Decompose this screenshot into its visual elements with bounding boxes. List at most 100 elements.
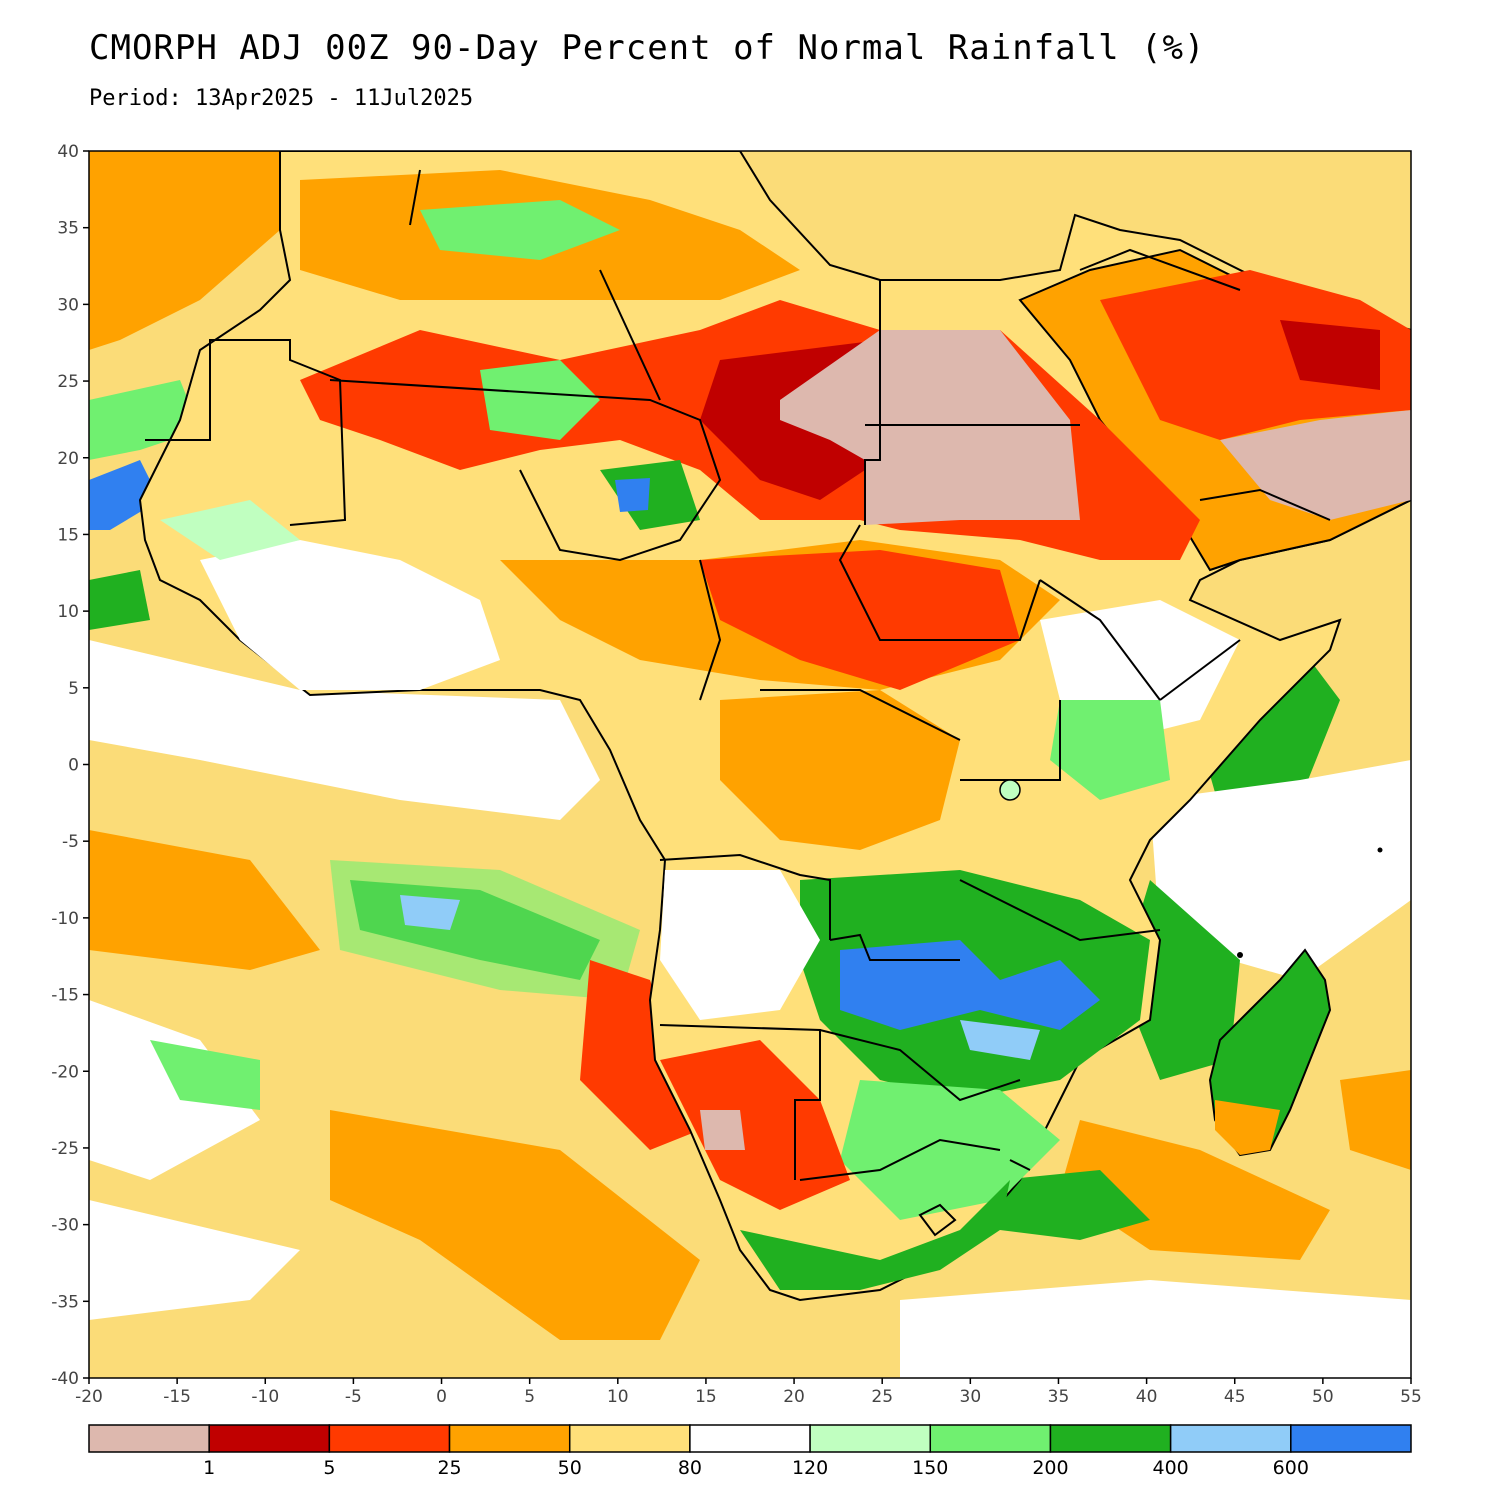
legend-swatch [328, 1424, 451, 1453]
legend-label: 25 [437, 1457, 461, 1479]
lat-tick-label: 25 [57, 372, 79, 392]
legend-label: 120 [792, 1457, 828, 1479]
lon-tick-label: 30 [960, 1387, 982, 1407]
legend-label: 200 [1032, 1457, 1068, 1479]
lon-tick-label: -5 [345, 1387, 362, 1407]
madagascar-south-orange [1215, 1100, 1280, 1155]
legend-label: 5 [323, 1457, 335, 1479]
west-africa-white [200, 540, 500, 690]
legend-label: 80 [678, 1457, 702, 1479]
legend-swatch [448, 1424, 571, 1453]
ocean-patch-southeast-green [1000, 1170, 1150, 1240]
congo-orange [720, 690, 960, 850]
ocean-patch-senegal-blue [89, 460, 160, 530]
lat-tick-label: 40 [57, 142, 79, 162]
southern-africa-sky [960, 1020, 1040, 1060]
lon-tick-label: -15 [163, 1387, 191, 1407]
lon-tick-label: 55 [1400, 1387, 1422, 1407]
lat-tick-label: -35 [51, 1292, 79, 1312]
ocean-patch-south-orange [330, 1110, 700, 1340]
lon-tick-label: 0 [436, 1387, 447, 1407]
ocean-patch-canary-green [89, 380, 200, 460]
legend-label: 600 [1273, 1457, 1309, 1479]
lon-tick-label: 10 [607, 1387, 629, 1407]
lon-tick-label: 50 [1312, 1387, 1334, 1407]
legend-label: 50 [558, 1457, 582, 1479]
lat-tick-label: 10 [57, 602, 79, 622]
ocean-patch-indian-green [1200, 660, 1340, 810]
ocean-patch-southwest-orange [89, 830, 320, 970]
lon-tick-label: 25 [871, 1387, 893, 1407]
legend-label: 150 [912, 1457, 948, 1479]
legend-swatch [568, 1424, 691, 1453]
arabia-red [1100, 270, 1411, 440]
lat-tick-label: 30 [57, 295, 79, 315]
ocean-patch-red-benguela [580, 960, 700, 1150]
sahara-green-east [600, 460, 700, 530]
lat-tick-label: 20 [57, 449, 79, 469]
lat-tick-label: -40 [51, 1369, 79, 1389]
island-marker-mascarene [1377, 847, 1383, 853]
lat-tick-label: -20 [51, 1062, 79, 1082]
lake-marker-victoria [999, 779, 1021, 801]
ocean-patch-indian-white [1150, 760, 1411, 980]
namibia-below-one [700, 1110, 745, 1150]
legend-swatch [208, 1424, 331, 1453]
legend-swatch [1290, 1424, 1412, 1453]
legend-swatch [88, 1424, 210, 1453]
map-subtitle: Period: 13Apr2025 - 11Jul2025 [89, 86, 474, 111]
ocean-patch-north-atlantic [89, 151, 300, 350]
ocean-patch-south-atlantic-lightgreen [330, 860, 640, 1000]
lat-tick-label: -25 [51, 1139, 79, 1159]
island-marker-comoros [1237, 952, 1243, 958]
latitude-axis: 40 35 30 25 20 15 10 5 0 -5 -10 -15 -20 -25 -30 -35 -40 [51, 142, 89, 1389]
lat-tick-label: -5 [62, 832, 79, 852]
map-title: CMORPH ADJ 00Z 90-Day Percent of Normal … [89, 28, 1206, 68]
sahara-green-spots [480, 360, 600, 440]
ocean-patch-far-south-white [89, 1200, 300, 1320]
lat-tick-label: 5 [68, 679, 79, 699]
lon-tick-label: 35 [1048, 1387, 1070, 1407]
legend-swatch [809, 1424, 932, 1453]
ocean-patch-east-orange [1340, 1070, 1411, 1170]
lon-tick-label: 15 [695, 1387, 717, 1407]
lat-tick-label: -30 [51, 1216, 79, 1236]
namibia-red [660, 1040, 850, 1210]
lon-tick-label: -10 [251, 1387, 279, 1407]
lat-tick-label: 0 [68, 756, 79, 776]
lon-tick-label: 20 [783, 1387, 805, 1407]
ocean-patch-southeast-white [900, 1280, 1411, 1378]
legend-swatch [1169, 1424, 1292, 1453]
egypt-libya-below-one [780, 330, 1080, 525]
map-field [89, 151, 1411, 1378]
southern-africa-blue [840, 940, 1100, 1030]
sahel-red [700, 550, 1020, 690]
lon-tick-label: 45 [1224, 1387, 1246, 1407]
west-africa-light-green [160, 500, 300, 560]
ocean-patch-southwest-white [89, 1000, 260, 1180]
lon-tick-label: 5 [524, 1387, 535, 1407]
sahara-blue [615, 478, 650, 512]
east-africa-green [1050, 700, 1170, 800]
color-legend: 1 5 25 50 80 120 150 200 400 600 [88, 1424, 1412, 1479]
legend-swatch [929, 1424, 1052, 1453]
ocean-patch-gulf-guinea [89, 640, 600, 820]
lat-tick-label: -15 [51, 986, 79, 1006]
legend-swatch [1049, 1424, 1172, 1453]
legend-label: 400 [1153, 1457, 1189, 1479]
legend-label: 1 [203, 1457, 215, 1479]
arabia-dark-red [1280, 320, 1380, 390]
ocean-patch-south-atlantic-blue [400, 895, 460, 930]
maghreb-green [420, 200, 620, 260]
longitude-axis: -20 -15 -10 -5 0 5 10 15 20 25 30 35 40 45 50 55 [75, 1378, 1422, 1407]
ocean-patch-southwest-green [150, 1040, 260, 1110]
legend-swatch [689, 1424, 811, 1453]
lat-tick-label: -10 [51, 909, 79, 929]
lat-tick-label: 15 [57, 525, 79, 545]
ocean-patch-westafrica-green [89, 570, 150, 630]
lon-tick-label: 40 [1136, 1387, 1158, 1407]
south-africa-green [740, 1180, 1010, 1290]
angola-white [660, 870, 820, 1020]
lat-tick-label: 35 [57, 219, 79, 239]
